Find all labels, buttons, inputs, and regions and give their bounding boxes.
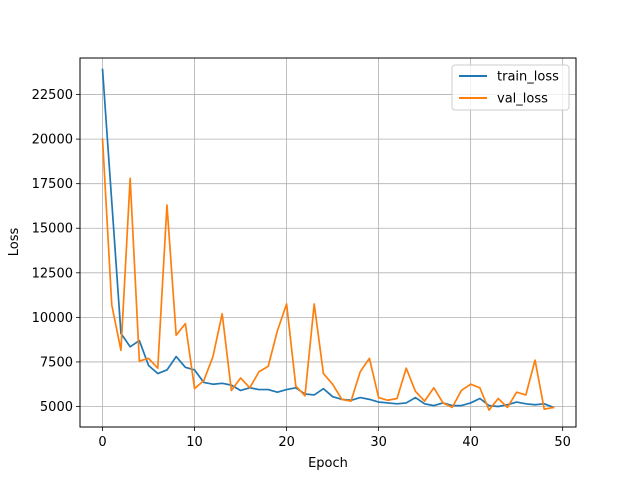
- legend-label-train-loss: train_loss: [497, 70, 559, 85]
- y-tick-label: 20000: [32, 133, 73, 148]
- x-axis-ticks: 0 10 20 30 40 50: [98, 427, 571, 450]
- series-lines: [101, 68, 555, 411]
- y-tick-label: 22500: [32, 88, 73, 103]
- y-axis-label: Loss: [7, 228, 22, 257]
- x-tick-label: 0: [98, 435, 106, 450]
- x-tick-label: 40: [462, 435, 479, 450]
- legend-label-val-loss: val_loss: [497, 92, 548, 107]
- y-tick-label: 7500: [40, 355, 73, 370]
- x-tick-label: 30: [370, 435, 387, 450]
- y-tick-label: 17500: [32, 177, 73, 192]
- legend: train_loss val_loss: [451, 64, 570, 111]
- y-tick-label: 15000: [32, 222, 73, 237]
- plot-frame: [79, 57, 577, 428]
- y-tick-label: 10000: [32, 311, 73, 326]
- series-line-val-loss: [101, 138, 555, 411]
- x-tick-label: 50: [554, 435, 571, 450]
- x-tick-label: 10: [186, 435, 203, 450]
- y-axis-ticks: 5000 7500 10000 12500 15000 17500 20000 22500: [32, 88, 80, 415]
- series-line-train-loss: [101, 68, 555, 409]
- y-tick-label: 12500: [32, 266, 73, 281]
- x-axis-label: Epoch: [308, 456, 348, 471]
- x-tick-label: 20: [278, 435, 295, 450]
- y-tick-label: 5000: [40, 400, 73, 415]
